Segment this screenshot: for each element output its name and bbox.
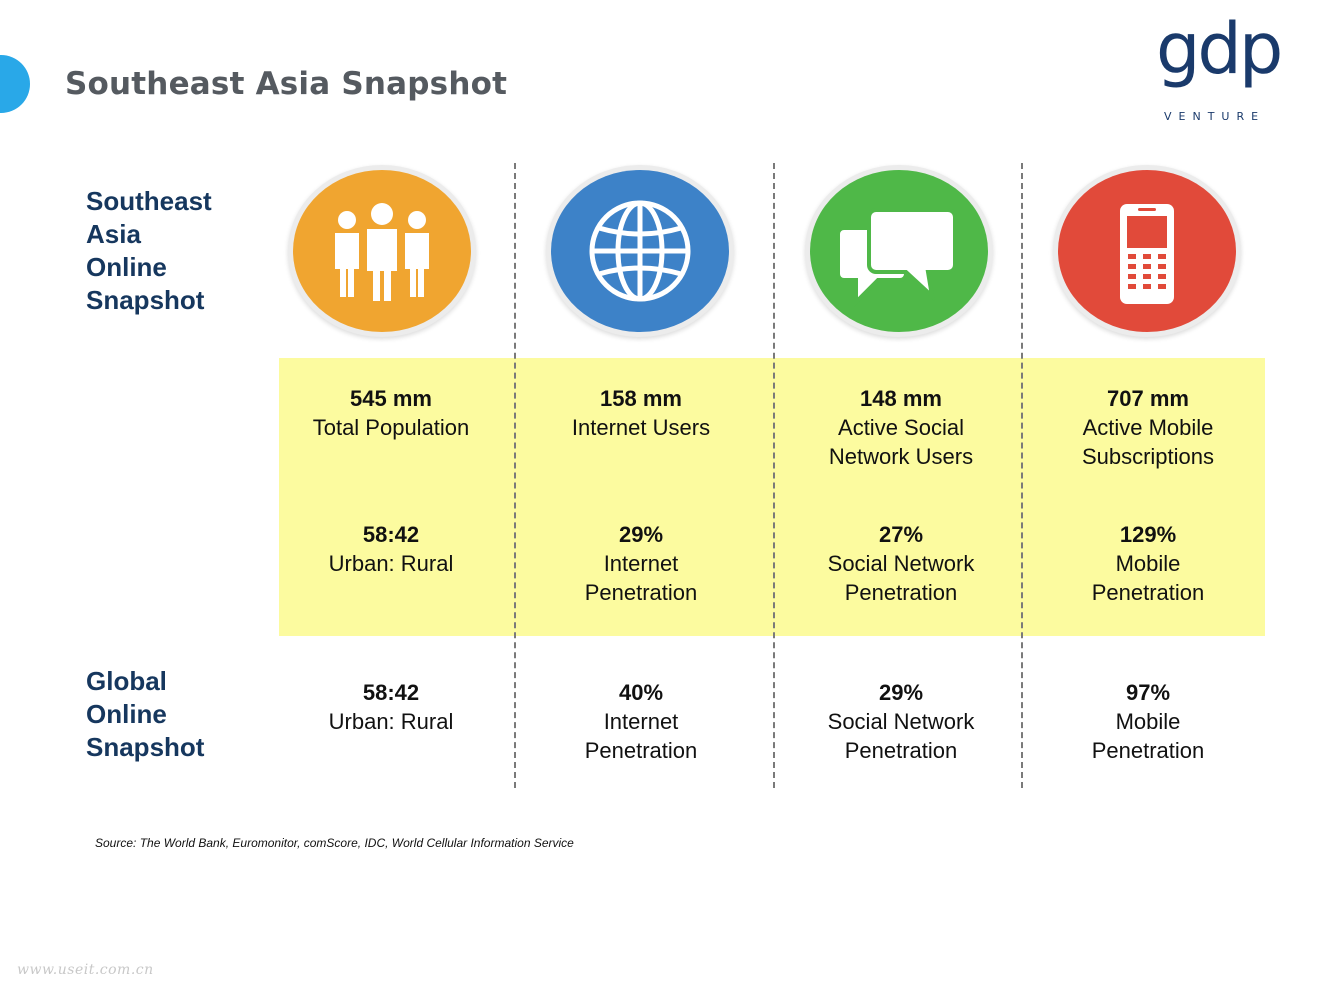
global-internet-penetration-stat: 40% Internet Penetration — [521, 678, 761, 765]
chat-bubbles-icon — [810, 170, 988, 332]
stat-value: 707 mm — [1107, 386, 1189, 411]
stat-label: Penetration — [584, 738, 698, 763]
column-divider — [514, 163, 516, 788]
stat-label: Subscriptions — [1081, 444, 1215, 469]
watermark: www.useit.com.cn — [17, 962, 154, 978]
stat-value: 158 mm — [600, 386, 682, 411]
global-label-line: Global — [86, 666, 167, 696]
stat-value: 58:42 — [362, 522, 420, 547]
stat-label: Penetration — [844, 738, 958, 763]
stat-label: Internet Users — [571, 415, 711, 440]
stat-label: Urban: Rural — [328, 709, 454, 734]
logo-subtitle: VENTURE — [1164, 110, 1266, 123]
stat-value: 148 mm — [860, 386, 942, 411]
globe-icon — [551, 170, 729, 332]
social-network-penetration-stat: 27% Social Network Penetration — [781, 520, 1021, 607]
stat-label: Mobile — [1115, 551, 1181, 576]
global-urban-rural-stat: 58:42 Urban: Rural — [271, 678, 511, 736]
stat-label: Social Network — [827, 709, 975, 734]
logo-word: gdp — [1156, 8, 1283, 90]
southeast-asia-label: Southeast Asia Online Snapshot — [86, 185, 212, 317]
stat-value: 29% — [878, 680, 924, 705]
stat-label: Active Social — [838, 415, 964, 440]
sea-label-line: Asia — [86, 219, 141, 249]
total-population-stat: 545 mm Total Population — [271, 384, 511, 442]
mobile-penetration-stat: 129% Mobile Penetration — [1028, 520, 1268, 607]
stat-value: 97% — [1125, 680, 1171, 705]
mobile-phone-icon — [1058, 170, 1236, 332]
sea-label-line: Southeast — [86, 186, 212, 216]
stat-label: Network Users — [828, 444, 974, 469]
stat-label: Social Network — [827, 551, 975, 576]
global-label-line: Snapshot — [86, 732, 205, 762]
southeast-asia-highlight-band — [279, 358, 1265, 636]
stat-label: Total Population — [312, 415, 470, 440]
sea-label-line: Snapshot — [86, 285, 205, 315]
column-divider — [773, 163, 775, 788]
stat-value: 545 mm — [350, 386, 432, 411]
stat-label: Penetration — [1091, 580, 1205, 605]
stat-label: Mobile — [1115, 709, 1181, 734]
stat-value: 29% — [618, 522, 664, 547]
stat-value: 58:42 — [362, 680, 420, 705]
accent-dot — [0, 55, 30, 113]
stat-label: Urban: Rural — [328, 551, 454, 576]
internet-penetration-stat: 29% Internet Penetration — [521, 520, 761, 607]
stat-label: Penetration — [584, 580, 698, 605]
global-label: Global Online Snapshot — [86, 665, 204, 764]
stat-value: 129% — [1119, 522, 1177, 547]
social-network-users-stat: 148 mm Active Social Network Users — [781, 384, 1021, 471]
stat-label: Active Mobile — [1082, 415, 1214, 440]
stat-label: Internet — [603, 551, 679, 576]
source-note: Source: The World Bank, Euromonitor, com… — [95, 836, 574, 850]
stat-value: 27% — [878, 522, 924, 547]
people-icon — [293, 170, 471, 332]
stat-label: Penetration — [844, 580, 958, 605]
global-label-line: Online — [86, 699, 167, 729]
column-divider — [1021, 163, 1023, 788]
stat-label: Internet — [603, 709, 679, 734]
urban-rural-stat: 58:42 Urban: Rural — [271, 520, 511, 578]
global-mobile-penetration-stat: 97% Mobile Penetration — [1028, 678, 1268, 765]
page-title: Southeast Asia Snapshot — [65, 66, 508, 102]
gdp-venture-logo: gdp VENTURE — [1150, 14, 1290, 128]
internet-users-stat: 158 mm Internet Users — [521, 384, 761, 442]
sea-label-line: Online — [86, 252, 167, 282]
stat-label: Penetration — [1091, 738, 1205, 763]
stat-value: 40% — [618, 680, 664, 705]
global-social-network-penetration-stat: 29% Social Network Penetration — [781, 678, 1021, 765]
mobile-subscriptions-stat: 707 mm Active Mobile Subscriptions — [1028, 384, 1268, 471]
